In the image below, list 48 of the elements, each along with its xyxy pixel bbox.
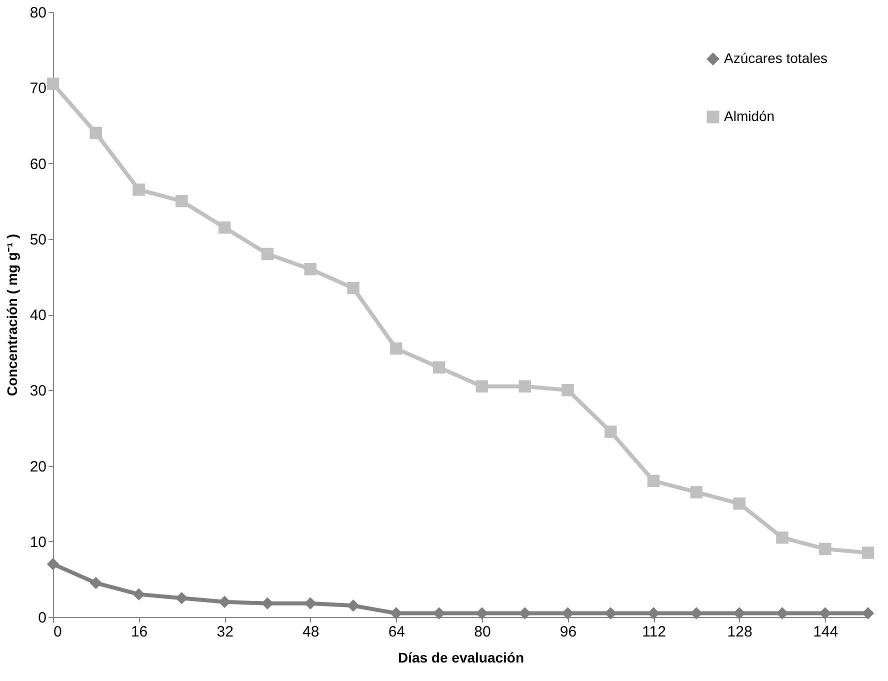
- point: [518, 380, 531, 392]
- point: [218, 221, 231, 234]
- point: [476, 380, 488, 392]
- point: [176, 592, 188, 604]
- x-tick-label: 96: [560, 624, 577, 640]
- x-tick-label: 0: [54, 624, 62, 640]
- point: [304, 263, 316, 276]
- point: [818, 542, 832, 556]
- x-tick-label: 80: [474, 624, 491, 640]
- point: [347, 282, 360, 294]
- point: [46, 558, 60, 570]
- point: [90, 126, 102, 140]
- y-tick-label: 40: [30, 307, 46, 324]
- point: [46, 78, 60, 90]
- y-axis-title: Concentración ( mg g⁻¹ ): [4, 234, 20, 396]
- point: [647, 474, 660, 487]
- point: [176, 194, 188, 208]
- x-tick-label: 48: [302, 624, 320, 640]
- point: [690, 486, 703, 498]
- point: [132, 184, 145, 196]
- point: [604, 426, 617, 438]
- y-tick-label: 50: [30, 231, 46, 248]
- x-tick-label: 32: [216, 624, 234, 640]
- y-tick-label: 70: [30, 80, 46, 98]
- x-tick-label: 112: [642, 624, 666, 640]
- point: [132, 588, 145, 600]
- point: [432, 361, 446, 374]
- x-axis-title: Días de evaluación: [398, 650, 524, 666]
- x-tick-label: 128: [727, 624, 752, 640]
- point: [390, 342, 402, 355]
- x-tick-label: 144: [813, 624, 838, 640]
- point: [733, 497, 746, 510]
- legend-label: Azúcares totales: [724, 50, 828, 66]
- y-tick-label: 80: [30, 4, 46, 22]
- y-tick-label: 30: [30, 382, 46, 400]
- point: [562, 384, 574, 396]
- legend-label: Almidón: [724, 108, 775, 124]
- y-tick-label: 0: [38, 610, 46, 626]
- y-tick-label: 20: [30, 458, 46, 476]
- point: [862, 546, 874, 559]
- x-tick-label: 16: [130, 624, 148, 640]
- x-tick-label: 64: [388, 624, 405, 640]
- y-tick-label: 60: [30, 156, 46, 173]
- point: [261, 248, 274, 260]
- y-tick-label: 10: [30, 534, 46, 551]
- point: [347, 600, 360, 612]
- point: [90, 576, 102, 590]
- point: [776, 531, 788, 544]
